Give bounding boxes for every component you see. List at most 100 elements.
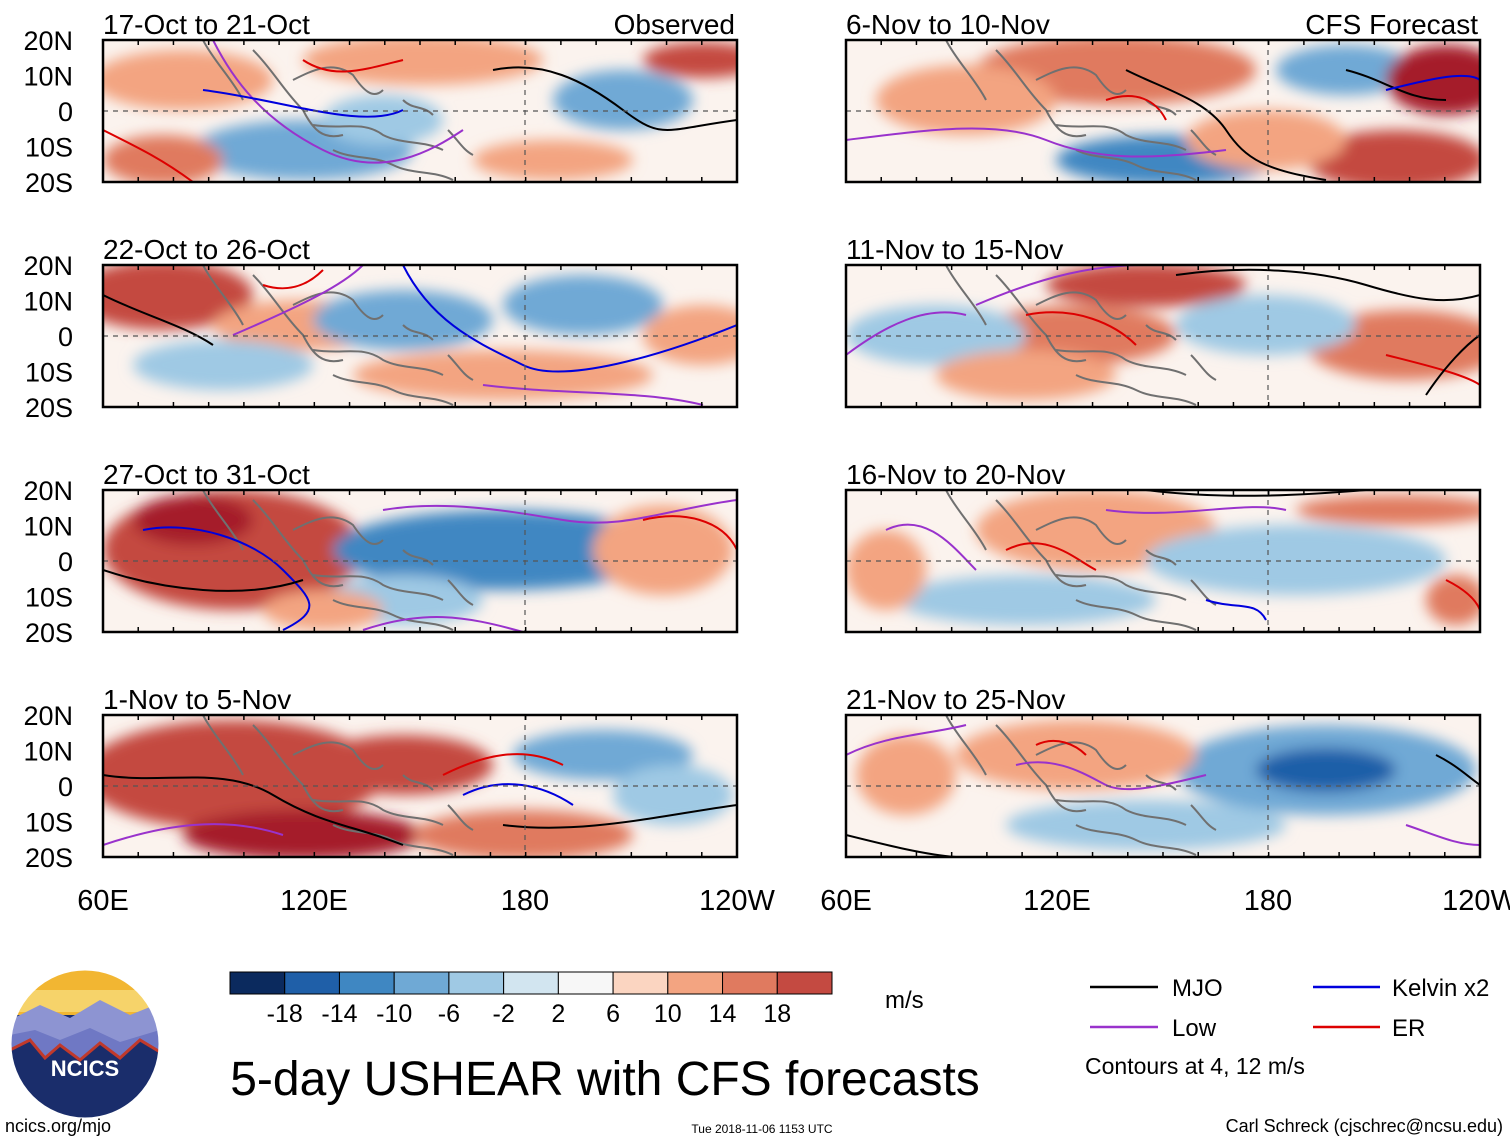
wave-contour [103, 774, 404, 846]
wave-contour [1205, 599, 1267, 621]
wave-contour [103, 569, 304, 592]
wave-contour [1385, 74, 1480, 91]
lon-axis-right: 60E 120E 180 120W [820, 885, 1510, 917]
legend-kelvin-label: Kelvin x2 [1392, 975, 1489, 1002]
colorbar-segment [776, 971, 833, 995]
colorbar-segment [503, 971, 559, 995]
coastline [202, 265, 474, 406]
shear-anomaly-blob [956, 720, 1196, 790]
shear-anomaly-blob [473, 140, 633, 180]
shear-anomaly-blob [183, 810, 423, 857]
footer-credit: Carl Schreck (cjschrec@ncsu.edu) [1226, 1116, 1503, 1136]
forecast-label: CFS Forecast [1305, 9, 1478, 40]
wave-contour [492, 66, 737, 131]
panel-period-label: 22-Oct to 26-Oct [103, 234, 310, 265]
wave-contour [262, 269, 324, 290]
coastline [202, 490, 474, 631]
wave-contour [846, 724, 967, 756]
lat-label: 20N [23, 251, 73, 281]
coastline [202, 40, 474, 181]
colorbar-tick-label: -6 [438, 1000, 460, 1028]
shear-anomaly-blob [503, 275, 663, 335]
coastline [945, 490, 1217, 631]
colorbar-segment [448, 971, 505, 995]
legend: MJO Kelvin x2 Low ER Contours at 4, 12 m… [1085, 975, 1489, 1079]
colorbar-tick-label: 14 [709, 1000, 737, 1028]
lat-label: 0 [58, 97, 73, 127]
wave-contour [846, 127, 1227, 158]
lon-label: 120E [280, 885, 348, 917]
panel-left-1: 22-Oct to 26-Oct 20N 10N 0 10S 20S [23, 234, 739, 423]
lat-label: 10S [25, 808, 73, 838]
shear-anomaly-blob [553, 70, 693, 130]
lat-label: 10N [23, 287, 73, 317]
wave-contour [232, 265, 364, 336]
wave-contour [402, 265, 737, 373]
lon-axis-left: 60E 120E 180 120W [77, 885, 775, 917]
wave-contour [462, 783, 574, 806]
shear-anomaly-blob [856, 735, 956, 815]
wave-contour [1105, 506, 1287, 514]
lat-label: 20S [25, 618, 73, 648]
wave-contour [382, 499, 737, 524]
coastline [202, 715, 474, 856]
colorbar-tick-label: 2 [551, 1000, 565, 1028]
lon-label: 60E [77, 885, 129, 917]
lon-label: 180 [1244, 885, 1292, 917]
logo-text: NCICS [51, 1056, 119, 1081]
colorbar-tick-label: 18 [763, 1000, 791, 1028]
lat-label: 20N [23, 26, 73, 56]
shear-anomaly-blob [1256, 748, 1396, 792]
shear-anomaly-blob [876, 65, 1056, 135]
map-panels: 17-Oct to 21-Oct Observed20N10N010S20S22-… [23, 9, 1482, 873]
lat-label: 10N [23, 512, 73, 542]
colorbar-segment [667, 971, 724, 995]
colorbar-tick-label: -10 [376, 1000, 412, 1028]
shear-anomaly-blob [513, 730, 693, 780]
colorbar-segment [612, 971, 669, 995]
panel-left-2: 27-Oct to 31-Oct 20N 10N 0 10S 20S [23, 459, 739, 648]
lat-label: 10S [25, 133, 73, 163]
shear-anomaly-blob [133, 495, 253, 545]
lat-label: 0 [58, 772, 73, 802]
panel-period-label: 17-Oct to 21-Oct [103, 9, 310, 40]
shear-anomaly-blob [313, 735, 493, 795]
shear-anomaly-blob [643, 42, 737, 78]
wave-contour [1385, 354, 1480, 386]
lat-label: 0 [58, 547, 73, 577]
shear-anomaly-blob [333, 510, 673, 590]
panel-period-label: 1-Nov to 5-Nov [103, 684, 291, 715]
lat-label: 20N [23, 476, 73, 506]
panel-left-3: 1-Nov to 5-Nov 20N 10N 0 10S 20S [23, 684, 739, 873]
wave-contour [142, 526, 311, 631]
lat-label: 20N [23, 701, 73, 731]
colorbar-segment [557, 971, 614, 995]
panel-period-label: 27-Oct to 31-Oct [103, 459, 310, 490]
wave-contour [1005, 542, 1097, 571]
panel-right-3: 21-Nov to 25-Nov [844, 684, 1482, 859]
shear-anomaly-blob [1176, 295, 1356, 355]
shear-anomaly-blob [103, 50, 273, 110]
shear-anomaly-blob [103, 265, 253, 330]
colorbar-tick-label: 6 [606, 1000, 620, 1028]
wave-contour [103, 129, 194, 182]
wave-contour [1175, 268, 1480, 302]
shear-anomaly-blob [1426, 575, 1480, 625]
ncics-logo: NCICS [10, 969, 160, 1119]
shear-anomaly-blob [103, 135, 223, 182]
panel-left-0: 17-Oct to 21-Oct Observed 20N 10N 0 10S 20S [23, 9, 739, 198]
shear-anomaly-blob [313, 290, 493, 350]
shear-anomaly-blob [936, 350, 1116, 400]
shear-anomaly-blob [413, 810, 633, 857]
shear-anomaly-blob [323, 95, 443, 145]
wave-contour [482, 384, 704, 406]
colorbar-tick-label: 10 [654, 1000, 682, 1028]
colorbar: -18 -14 -10 -6 -2 2 6 10 14 18 [229, 971, 833, 1028]
lon-label: 120E [1023, 885, 1091, 917]
contours-note: Contours at 4, 12 m/s [1085, 1053, 1305, 1079]
wave-contour [1145, 490, 1367, 497]
footer-url: ncics.org/mjo [5, 1116, 111, 1136]
legend-mjo-label: MJO [1172, 975, 1223, 1002]
lat-label: 20S [25, 393, 73, 423]
lat-label: 10N [23, 62, 73, 92]
